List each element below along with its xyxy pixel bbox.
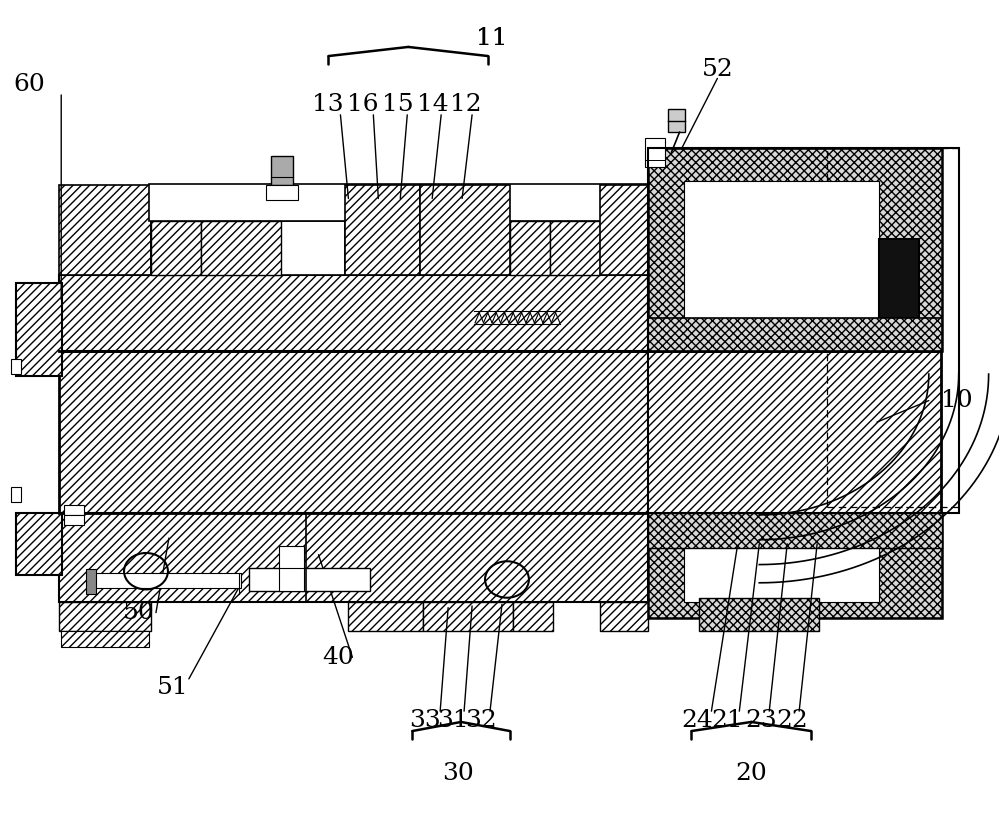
Bar [91,573,241,588]
Bar [348,602,423,631]
Text: 50: 50 [123,601,155,624]
Bar [345,185,420,275]
Bar [11,487,21,502]
Bar [600,185,648,275]
Bar [648,514,942,548]
Text: 24: 24 [682,709,713,732]
Bar [59,514,648,602]
Bar [64,515,84,525]
Bar [648,148,959,514]
Bar [420,185,510,275]
Text: 60: 60 [13,72,45,96]
Text: 30: 30 [442,762,474,784]
Bar [249,568,370,591]
Text: 22: 22 [776,709,808,732]
Bar [151,185,201,221]
Text: 21: 21 [712,709,743,732]
Bar [279,545,304,591]
Bar [668,109,685,132]
Bar [16,514,62,574]
Text: 13: 13 [312,93,343,116]
Text: 10: 10 [941,389,972,412]
Text: 15: 15 [382,93,414,116]
Bar [879,239,919,317]
Text: 32: 32 [465,709,497,732]
Bar [266,185,298,200]
Text: 11: 11 [476,27,508,50]
Bar [550,221,600,275]
Bar [684,532,879,602]
Bar [16,283,62,376]
Bar [648,514,942,618]
Bar [59,185,151,275]
Text: 11: 11 [476,27,508,50]
Bar [513,602,553,631]
Bar [151,221,201,275]
Text: 16: 16 [347,93,378,116]
Bar [423,602,513,631]
Text: 14: 14 [417,93,449,116]
Bar [600,602,648,631]
Text: 33: 33 [409,709,441,732]
Bar [61,631,149,647]
Bar [86,568,96,593]
Bar [149,184,648,221]
Text: 20: 20 [735,762,767,784]
Text: 23: 23 [745,709,777,732]
Text: 52: 52 [702,58,733,81]
Text: 40: 40 [323,646,354,669]
Bar [648,317,942,351]
Bar [699,597,819,631]
Bar [59,602,151,631]
Bar [645,138,665,167]
Bar [11,359,21,374]
Bar [151,221,345,275]
Bar [59,351,941,514]
Bar [684,181,879,317]
Text: 31: 31 [437,709,469,732]
Bar [59,275,648,351]
Bar [510,221,550,275]
Text: 12: 12 [450,93,482,116]
Bar [648,148,942,351]
Bar [201,221,281,275]
Bar [271,156,293,185]
Text: 51: 51 [157,676,189,699]
Bar [64,505,84,515]
